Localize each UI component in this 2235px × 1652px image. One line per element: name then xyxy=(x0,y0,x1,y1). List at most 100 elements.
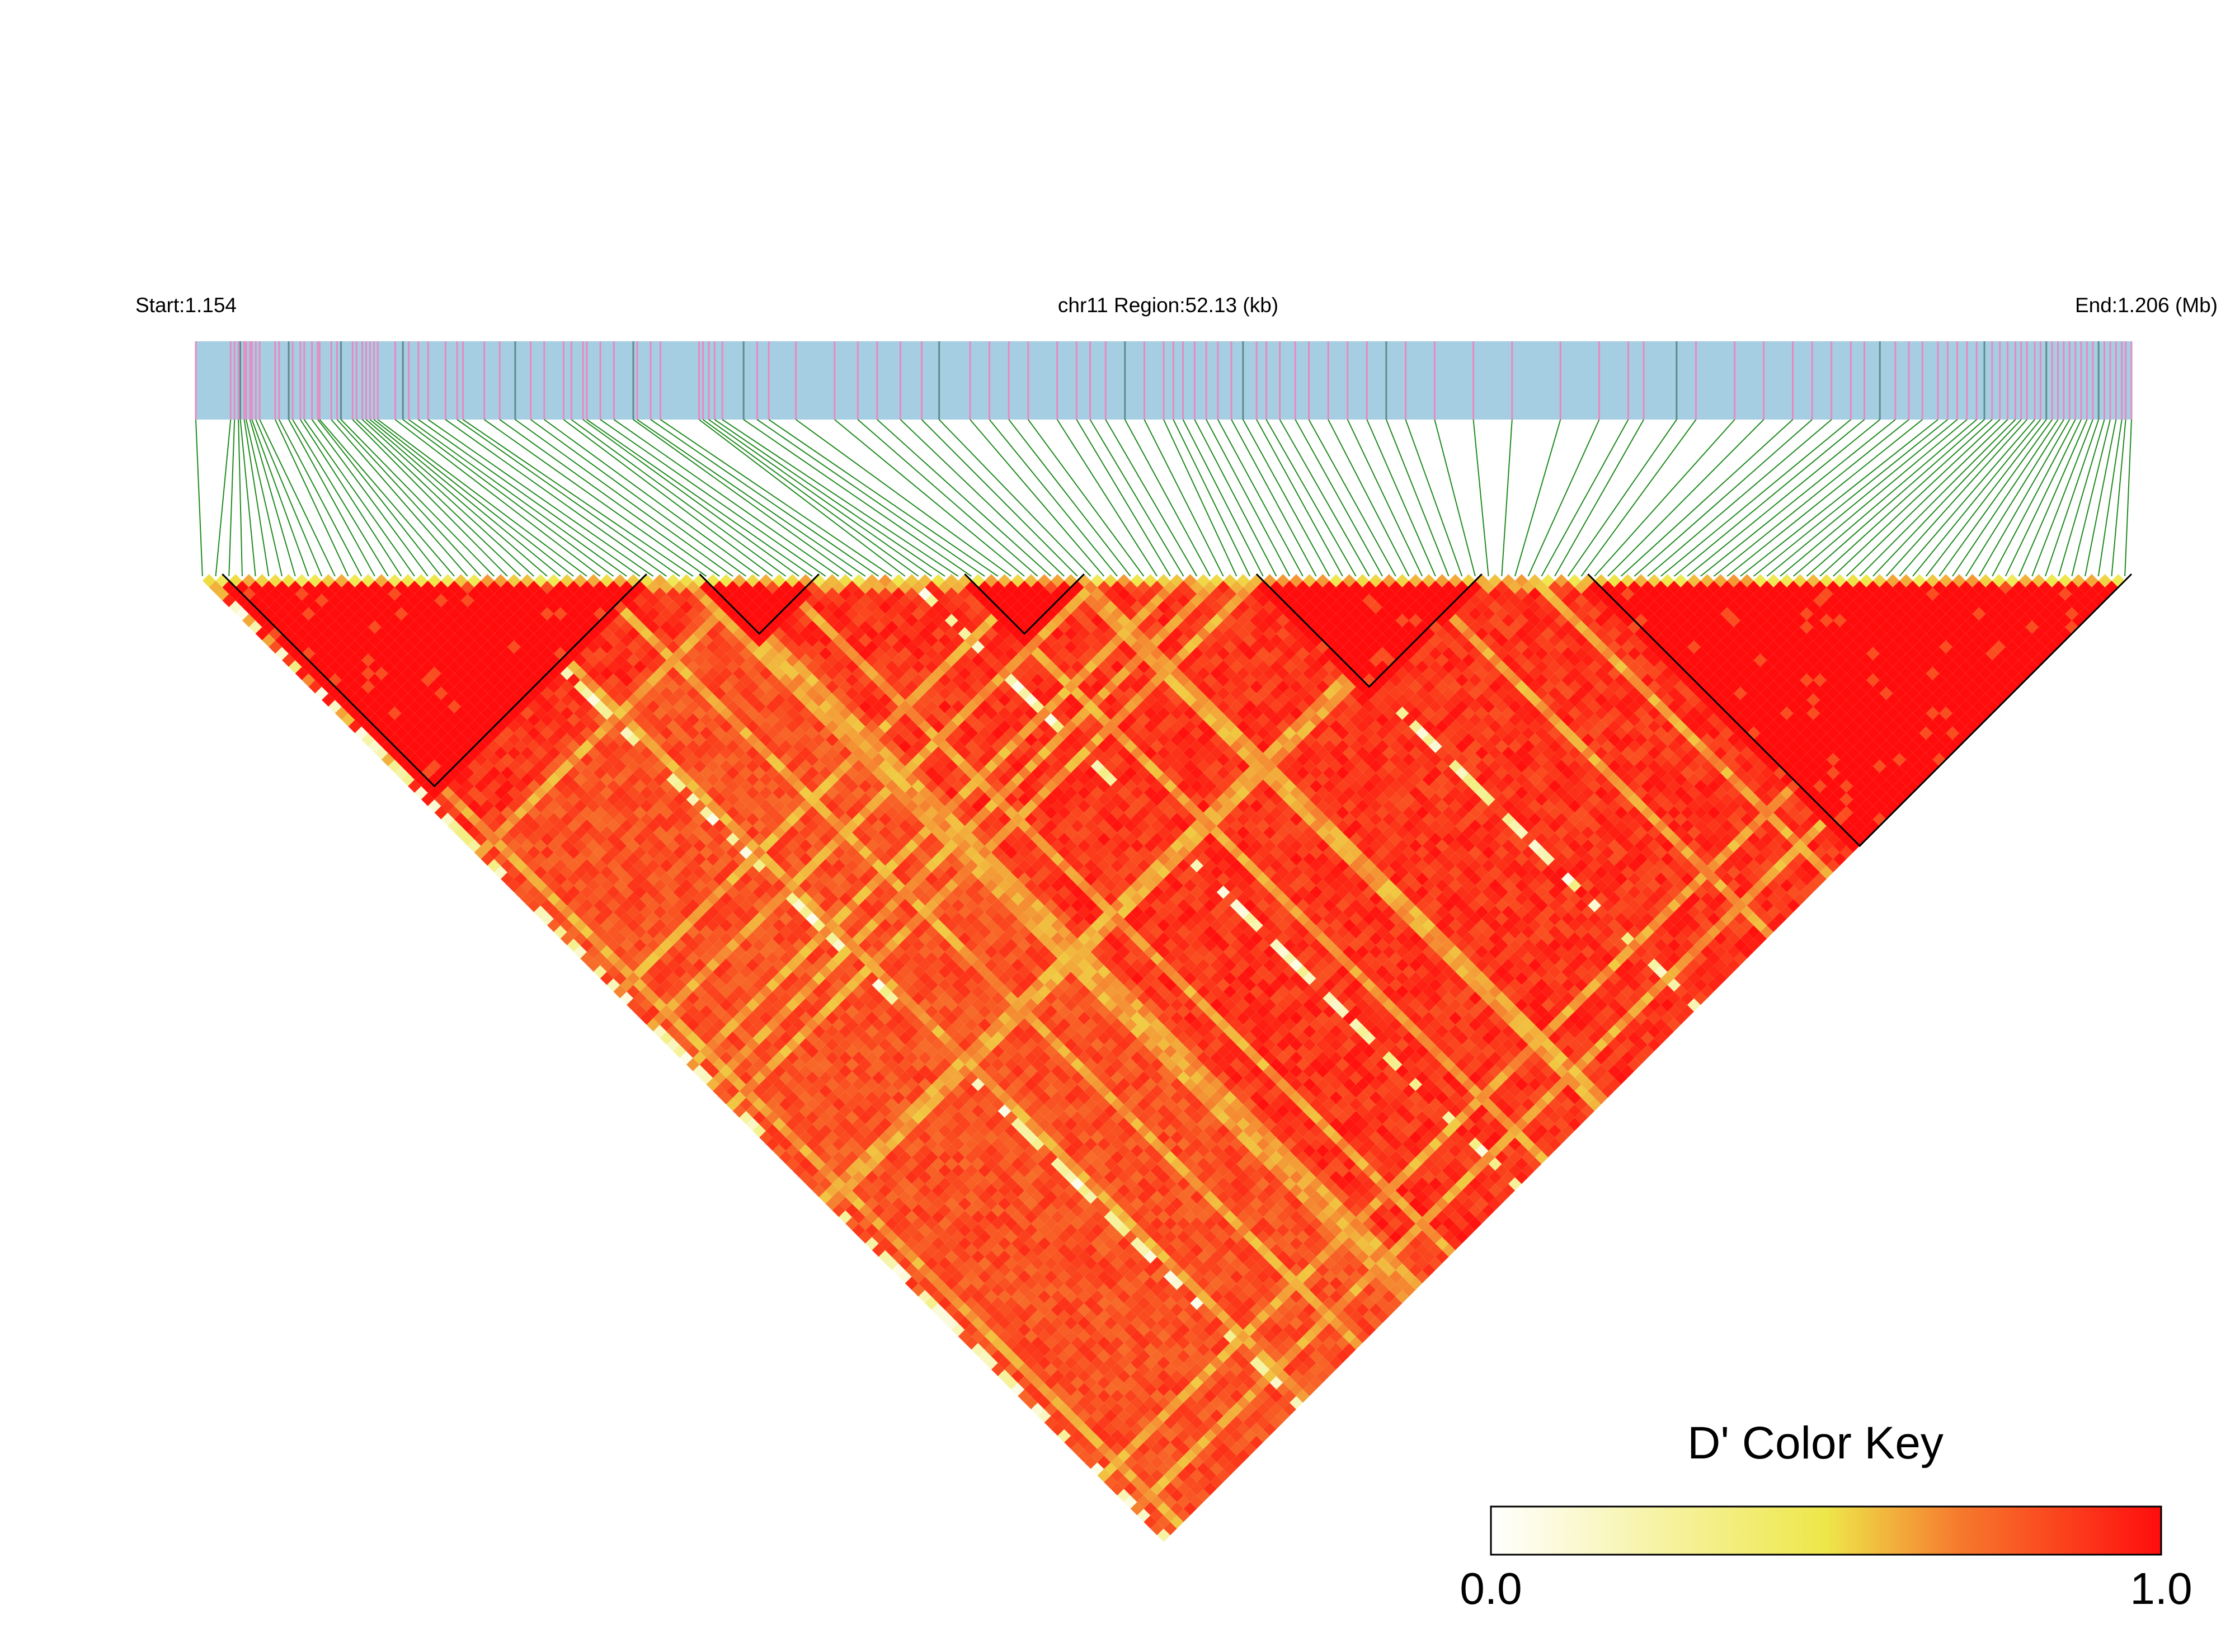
snp-connector-line xyxy=(1217,419,1304,577)
snp-connector-line xyxy=(1194,419,1277,577)
snp-connector-line xyxy=(1366,419,1436,577)
ld-cell xyxy=(441,786,455,800)
snp-connector-line xyxy=(613,419,839,577)
ld-cell xyxy=(507,879,521,892)
ld-cell xyxy=(911,1243,925,1257)
ld-cell xyxy=(1018,1363,1032,1376)
ld-cell xyxy=(341,660,355,674)
ld-cell xyxy=(1004,1349,1018,1363)
ld-cell xyxy=(726,1058,740,1071)
snp-connector-line xyxy=(331,419,468,577)
ld-cell xyxy=(839,1197,853,1211)
ld-cell xyxy=(600,932,614,945)
ld-cell xyxy=(361,733,375,747)
ld-cell xyxy=(567,925,581,939)
ld-cell xyxy=(302,660,316,674)
ld-cell xyxy=(997,1356,1011,1370)
ld-cell xyxy=(494,839,507,853)
ld-cell xyxy=(368,713,382,727)
ld-cell xyxy=(818,1164,832,1178)
snp-connector-line xyxy=(1144,419,1224,577)
ld-cell xyxy=(408,726,421,740)
ld-cell xyxy=(1031,1402,1044,1416)
ld-cell xyxy=(739,1110,753,1124)
ld-cell xyxy=(454,812,468,826)
ld-cell xyxy=(381,700,395,713)
ld-cell xyxy=(368,740,382,754)
ld-cell xyxy=(613,958,627,972)
ld-cell xyxy=(215,574,229,587)
ld-cell xyxy=(553,925,567,939)
ld-cell xyxy=(507,865,521,879)
ld-cell xyxy=(885,1217,899,1231)
ld-cell xyxy=(660,991,674,1005)
snp-connector-line xyxy=(1872,419,2022,577)
ld-cell xyxy=(785,1157,799,1171)
ld-cell xyxy=(514,845,528,859)
ld-cell xyxy=(938,1283,952,1297)
ld-cell xyxy=(799,1157,812,1171)
ld-cell xyxy=(368,700,382,713)
snp-connector-line xyxy=(251,419,309,577)
ld-cell xyxy=(341,713,355,727)
snp-connector-line xyxy=(582,419,799,577)
ld-cell xyxy=(1104,1449,1118,1462)
snp-connector-line xyxy=(1660,419,1851,577)
ld-cell xyxy=(739,1084,753,1098)
ld-cell xyxy=(1071,1442,1084,1456)
snp-connector-line xyxy=(1766,419,1958,577)
ld-cell xyxy=(785,1144,799,1157)
snp-connector-line xyxy=(515,419,733,577)
ld-cell xyxy=(892,1250,905,1264)
ld-cell xyxy=(713,1071,726,1085)
ld-cell xyxy=(275,594,289,608)
ld-cell xyxy=(964,1310,978,1324)
ld-cell xyxy=(759,1131,773,1145)
ld-cell xyxy=(374,693,388,707)
ld-cell xyxy=(1064,1436,1077,1449)
snp-connector-line xyxy=(1647,419,1832,577)
ld-cell xyxy=(288,607,302,621)
ld-cell xyxy=(448,819,461,833)
snp-connector-line xyxy=(722,419,959,577)
ld-cell xyxy=(421,753,435,766)
ld-cell xyxy=(660,1018,674,1032)
ld-cell xyxy=(858,1190,872,1204)
ld-cell xyxy=(494,826,507,840)
ld-cell xyxy=(381,740,395,754)
snp-connector-line xyxy=(462,419,694,577)
ld-cell xyxy=(772,1117,786,1131)
ld-cell xyxy=(374,707,388,720)
ld-cell xyxy=(1064,1409,1077,1423)
ld-cell xyxy=(481,852,495,866)
ld-cell xyxy=(328,700,342,713)
ld-cell xyxy=(1130,1462,1144,1476)
ld-cell xyxy=(547,879,561,892)
ld-cell xyxy=(845,1190,859,1204)
snp-connector-line xyxy=(274,419,349,577)
snp-connector-line xyxy=(1501,419,1513,577)
ld-cell xyxy=(772,1144,786,1157)
ld-cell xyxy=(401,733,415,747)
ld-cell xyxy=(693,1065,707,1078)
ld-cell xyxy=(985,1316,998,1330)
ld-cell xyxy=(368,726,382,740)
ld-cell xyxy=(1051,1382,1065,1396)
ld-cell xyxy=(335,693,349,707)
ld-cell xyxy=(1137,1482,1151,1496)
ld-cell xyxy=(1111,1442,1124,1456)
snp-connector-line xyxy=(1594,419,1735,577)
ld-cell xyxy=(1097,1469,1111,1482)
snp-connector-line xyxy=(195,419,203,577)
ld-cell xyxy=(627,985,640,999)
ld-cell xyxy=(1011,1382,1025,1396)
ld-cell xyxy=(1051,1422,1065,1436)
snp-connector-line xyxy=(796,419,1012,577)
snp-connector-line xyxy=(1105,419,1198,577)
snp-connector-line xyxy=(1347,419,1423,577)
ld-cell xyxy=(852,1223,865,1237)
ld-cell xyxy=(1090,1436,1104,1449)
ld-cell xyxy=(1097,1456,1111,1469)
ld-cell xyxy=(494,865,507,879)
ld-cell xyxy=(474,832,488,846)
